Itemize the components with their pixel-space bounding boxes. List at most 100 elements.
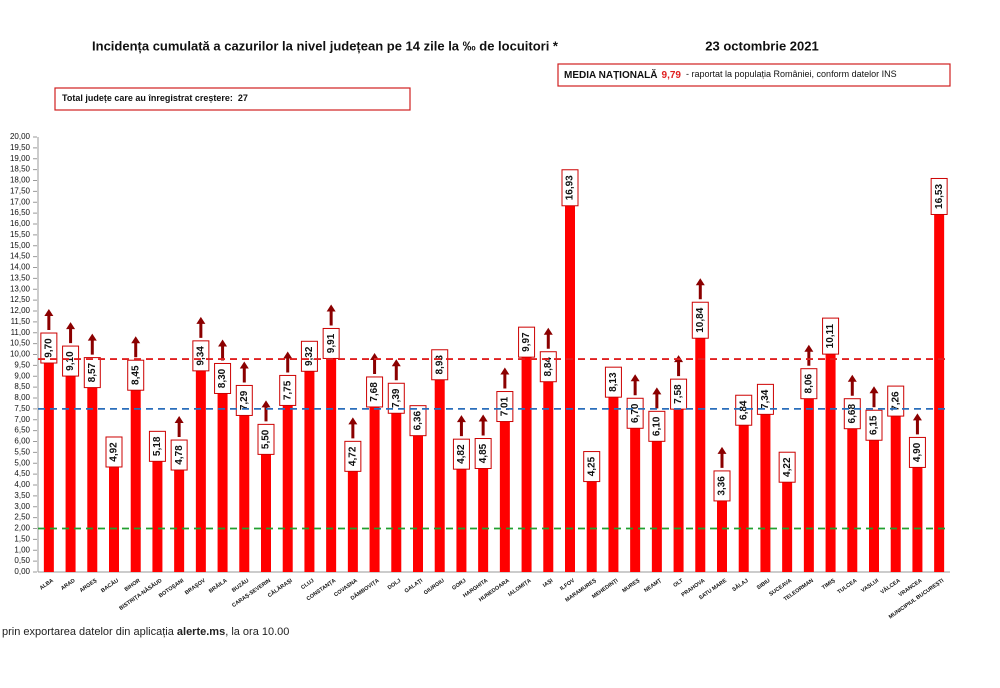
value-label-box (756, 383, 774, 415)
y-tick-label: 4,50 (14, 469, 30, 478)
x-tick-label: OLT (672, 578, 685, 589)
national-note: - raportat la populația României, confor… (686, 69, 897, 79)
y-tick-label: 11,00 (11, 328, 31, 337)
bar (152, 459, 163, 572)
increase-arrow (348, 417, 358, 439)
increase-arrow (239, 361, 249, 383)
x-tick-label: ALBA (39, 578, 55, 592)
increase-arrow (456, 415, 466, 437)
x-tick-label: GALAȚI (404, 578, 425, 595)
increase-arrow (674, 355, 684, 377)
bar (934, 212, 945, 572)
bar (608, 395, 619, 572)
value-label-box (83, 357, 101, 389)
y-tick-label: 19,50 (10, 143, 31, 152)
x-tick-label: BRĂILA (208, 577, 229, 595)
y-tick-label: 3,50 (14, 491, 30, 500)
bar (304, 369, 315, 572)
x-tick-label: BUZĂU (230, 577, 250, 594)
bar (282, 403, 293, 572)
value-label: 4,82 (456, 444, 467, 464)
x-tick-label: BIHOR (124, 578, 142, 593)
bar (130, 388, 141, 572)
increase-arrow (500, 367, 510, 389)
value-label: 4,22 (782, 457, 793, 477)
x-tick-label: ILFOV (559, 578, 576, 592)
chart-date: 23 octombrie 2021 (705, 38, 818, 53)
value-label-box (496, 391, 514, 423)
y-tick-label: 5,00 (14, 458, 30, 467)
bar (782, 480, 793, 572)
value-label: 7,26 (890, 391, 901, 411)
value-label: 16,53 (934, 184, 945, 209)
bar (217, 391, 228, 572)
y-tick-label: 18,50 (10, 165, 31, 174)
increase-arrow (869, 386, 879, 408)
chart-title: Incidența cumulată a cazurilor la nivel … (92, 38, 559, 53)
bar (347, 469, 358, 572)
increase-arrow (912, 413, 922, 435)
value-label: 7,39 (391, 388, 402, 408)
value-label: 10,84 (695, 307, 706, 332)
value-label: 9,32 (304, 346, 315, 366)
y-tick-label: 10,50 (10, 339, 31, 348)
national-label: MEDIA NAȚIONALĂ (564, 68, 658, 81)
increase-label: Total județe care au înregistrat creșter… (62, 93, 233, 103)
x-tick-label: SĂLAJ (731, 577, 750, 593)
y-tick-label: 9,00 (14, 371, 30, 380)
y-tick-label: 1,00 (14, 545, 30, 554)
y-tick-label: 12,00 (10, 306, 31, 315)
value-label-box (279, 374, 297, 406)
y-tick-label: 15,50 (10, 230, 31, 239)
footer: prin exportarea datelor din aplicația al… (2, 626, 289, 638)
x-tick-label: TIMIȘ (821, 578, 837, 592)
y-tick-label: 2,00 (14, 524, 30, 533)
bar (87, 385, 98, 572)
y-tick-label: 1,50 (14, 534, 30, 543)
increase-arrow (391, 359, 401, 381)
x-tick-label: SIBIU (756, 578, 771, 591)
x-tick-label: NEAMȚ (643, 578, 663, 594)
y-tick-label: 19,00 (10, 154, 31, 163)
value-label-box (257, 423, 275, 455)
value-label-box (127, 359, 145, 391)
x-tick-label: BACĂU (100, 577, 120, 594)
value-label-box (908, 436, 926, 468)
value-label: 5,50 (261, 429, 272, 449)
increase-arrow (695, 278, 705, 300)
y-tick-label: 16,00 (10, 219, 31, 228)
bar (543, 379, 554, 572)
bar (195, 368, 206, 572)
bar (434, 377, 445, 572)
bar (565, 203, 575, 572)
bar (261, 452, 271, 572)
value-label: 6,10 (651, 416, 662, 436)
increase-arrow (174, 416, 184, 438)
increase-arrow (326, 304, 336, 326)
value-label-box (713, 470, 731, 502)
value-label-box (800, 368, 818, 400)
value-label-box (865, 409, 883, 441)
bar (65, 374, 76, 572)
national-box (557, 63, 951, 87)
increase-arrow (44, 309, 54, 331)
value-label: 6,84 (738, 400, 749, 420)
value-label-box (735, 394, 753, 426)
value-label-box (518, 326, 536, 358)
value-label: 10,11 (825, 323, 836, 348)
x-tick-label: BOTOȘANI (158, 578, 186, 600)
value-label: 4,85 (478, 443, 489, 463)
value-label-box (235, 384, 253, 416)
bar (521, 355, 532, 572)
national-value: 9,79 (662, 70, 682, 81)
bar (456, 467, 467, 572)
value-label: 4,78 (174, 445, 185, 465)
value-label-box (300, 340, 318, 372)
x-tick-label: MUREȘ (621, 578, 641, 594)
x-tick-label: TULCEA (837, 578, 859, 596)
x-tick-label: CARAȘ-SEVERIN (231, 578, 272, 609)
increase-arrow (131, 336, 141, 358)
y-tick-label: 7,00 (14, 415, 30, 424)
increase-arrow (370, 352, 380, 374)
